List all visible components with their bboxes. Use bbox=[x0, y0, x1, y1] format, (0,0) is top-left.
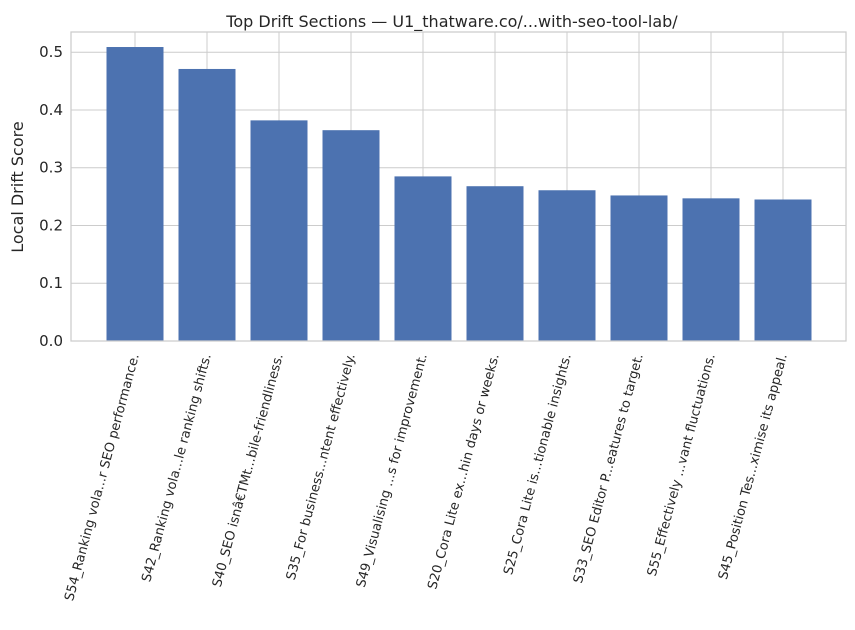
x-tick-label: S35_For business...ntent effectively. bbox=[284, 352, 359, 582]
x-tick-label: S45_Position Tes...ximise its appeal. bbox=[716, 352, 791, 581]
x-tick-labels: S54_Ranking vola...r SEO performance.S42… bbox=[62, 352, 791, 603]
bar bbox=[682, 198, 740, 341]
bar bbox=[538, 190, 596, 341]
x-tick-label: S20_Cora Lite ex...hin days or weeks. bbox=[425, 352, 502, 591]
bar bbox=[754, 199, 812, 341]
x-tick-label: S42_Ranking vola...le ranking shifts. bbox=[139, 352, 214, 584]
y-tick-label: 0.5 bbox=[39, 43, 63, 61]
y-axis-label: Local Drift Score bbox=[8, 121, 27, 252]
y-tick-labels: 0.0 0.1 0.2 0.3 0.4 0.5 bbox=[39, 43, 63, 350]
x-tick-label: S33_SEO Editor P...eatures to target. bbox=[571, 352, 647, 585]
y-tick-label: 0.0 bbox=[39, 332, 63, 350]
y-tick-label: 0.3 bbox=[39, 159, 63, 177]
bar bbox=[250, 120, 308, 341]
bar bbox=[610, 195, 668, 341]
bar bbox=[178, 68, 236, 342]
bar bbox=[322, 130, 380, 341]
chart-title: Top Drift Sections — U1_thatware.co/...w… bbox=[225, 12, 678, 32]
x-tick-label: S55_Effectively ...vant fluctuations. bbox=[645, 352, 719, 578]
x-tick-label: S49_Visualising ...s for improvement. bbox=[354, 352, 431, 589]
plot-frame bbox=[70, 31, 847, 342]
x-tick-label: S25_Cora Lite is...tionable insights. bbox=[501, 352, 575, 576]
bar bbox=[106, 47, 164, 342]
bar bbox=[466, 186, 524, 341]
x-tick-label: S40_SEO isnâ€TMt...bile-friendliness. bbox=[210, 352, 287, 589]
y-tick-label: 0.1 bbox=[39, 274, 63, 292]
bars bbox=[106, 47, 812, 342]
bar bbox=[394, 176, 452, 341]
x-tick-label: S54_Ranking vola...r SEO performance. bbox=[62, 352, 143, 603]
y-tick-label: 0.4 bbox=[39, 101, 63, 119]
y-tick-label: 0.2 bbox=[39, 216, 63, 234]
